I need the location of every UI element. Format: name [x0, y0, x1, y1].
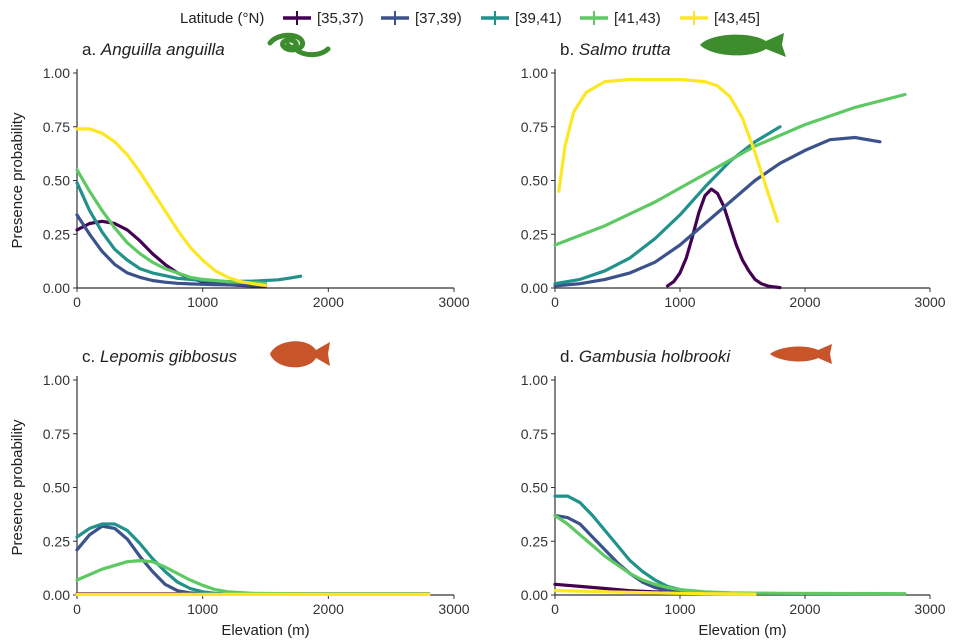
y-tick-label: 0.25: [43, 533, 70, 549]
species-name: Gambusia holbrooki: [579, 347, 731, 366]
legend-entry-37-39: [37,39): [381, 10, 462, 27]
legend-label: [41,43): [614, 10, 661, 27]
x-tick-label: 0: [73, 294, 81, 310]
y-tick-label: 0.75: [43, 119, 70, 135]
y-axis-title: Presence probability: [9, 112, 26, 248]
legend-label: [39,41): [515, 10, 562, 27]
legend-entry-39-41: [39,41): [481, 10, 562, 27]
legend-entry-43-45: [43,45]: [680, 10, 760, 27]
panel-letter: d.: [560, 347, 579, 366]
x-tick-label: 3000: [438, 294, 469, 310]
series-line-37-39: [75, 524, 205, 596]
x-tick-label: 2000: [313, 601, 344, 617]
y-tick-label: 0.25: [521, 533, 548, 549]
series-line-41-43: [75, 559, 431, 596]
y-tick-label: 0.50: [43, 173, 70, 189]
panel-title: d. Gambusia holbrooki: [560, 347, 731, 366]
series-line-37-39: [75, 213, 268, 287]
y-tick-label: 0.00: [43, 280, 70, 296]
mosquitofish-icon: [770, 344, 832, 364]
series-line-41-43: [75, 168, 268, 285]
x-tick-label: 0: [551, 294, 559, 310]
x-tick-label: 3000: [914, 601, 945, 617]
legend-label: [37,39): [415, 10, 462, 27]
series-line-41-43: [553, 92, 907, 247]
species-name: Lepomis gibbosus: [100, 347, 238, 366]
y-tick-label: 0.50: [521, 480, 548, 496]
y-tick-label: 0.75: [43, 426, 70, 442]
y-tick-label: 1.00: [43, 372, 70, 388]
species-name: Salmo trutta: [579, 40, 671, 59]
sunfish-icon: [270, 341, 330, 368]
x-tick-label: 0: [551, 601, 559, 617]
panel-salmo-trutta: b. Salmo trutta 0.00 0.25 0.50 0.75 1.00 0 1000…: [521, 33, 946, 310]
series-line-39-41: [553, 494, 757, 596]
series-line-43-45: [553, 589, 757, 596]
x-tick-label: 1000: [664, 294, 695, 310]
series-line-43-45: [557, 77, 780, 223]
eel-icon: [267, 32, 331, 58]
panel-title: b. Salmo trutta: [560, 40, 671, 59]
panel-gambusia-holbrooki: d. Gambusia holbrooki 0.00 0.25 0.50 0.75 1.0…: [521, 344, 946, 639]
series-line-37-39: [553, 513, 707, 596]
trout-icon: [700, 33, 786, 57]
panel-lepomis-gibbosus: c. Lepomis gibbosus 0.00 0.25 0.50 0.75 1.00 0…: [9, 341, 470, 639]
series-line-37-39: [553, 135, 882, 288]
panel-letter: b.: [560, 40, 579, 59]
y-tick-label: 0.75: [521, 426, 548, 442]
y-tick-label: 0.50: [43, 480, 70, 496]
y-tick-label: 0.25: [521, 226, 548, 242]
y-tick-label: 1.00: [521, 65, 548, 81]
y-tick-label: 0.75: [521, 119, 548, 135]
x-tick-label: 1000: [187, 294, 218, 310]
y-tick-label: 0.00: [43, 587, 70, 603]
series-line-39-41: [75, 181, 303, 284]
panel-letter: c.: [82, 347, 100, 366]
x-tick-label: 2000: [789, 601, 820, 617]
species-name: Anguilla anguilla: [100, 40, 225, 59]
x-tick-label: 1000: [187, 601, 218, 617]
series-line-43-45: [75, 127, 268, 287]
series-line-35-37: [665, 187, 782, 290]
legend-title: Latitude (°N): [180, 10, 264, 27]
x-axis-title: Elevation (m): [698, 622, 786, 639]
legend-label: [43,45]: [714, 10, 760, 27]
x-tick-label: 2000: [789, 294, 820, 310]
x-axis-title: Elevation (m): [221, 622, 309, 639]
y-tick-label: 0.50: [521, 173, 548, 189]
panel-title: c. Lepomis gibbosus: [82, 347, 237, 366]
panel-anguilla-anguilla: a. Anguilla anguilla 0.00 0.25 0.50 0.75 1.00…: [9, 32, 470, 310]
x-tick-label: 3000: [914, 294, 945, 310]
legend: Latitude (°N) [35,37) [37,39) [39,41) [41,4…: [180, 10, 760, 27]
y-axis-title: Presence probability: [9, 419, 26, 555]
panel-title: a. Anguilla anguilla: [82, 40, 225, 59]
y-tick-label: 1.00: [43, 65, 70, 81]
y-tick-label: 0.00: [521, 280, 548, 296]
legend-entry-35-37: [35,37): [283, 10, 364, 27]
y-tick-label: 1.00: [521, 372, 548, 388]
x-tick-label: 0: [73, 601, 81, 617]
y-tick-label: 0.00: [521, 587, 548, 603]
legend-label: [35,37): [317, 10, 364, 27]
legend-entry-41-43: [41,43): [580, 10, 661, 27]
x-tick-label: 1000: [664, 601, 695, 617]
x-tick-label: 3000: [438, 601, 469, 617]
panel-letter: a.: [82, 40, 101, 59]
x-tick-label: 2000: [313, 294, 344, 310]
y-tick-label: 0.25: [43, 226, 70, 242]
